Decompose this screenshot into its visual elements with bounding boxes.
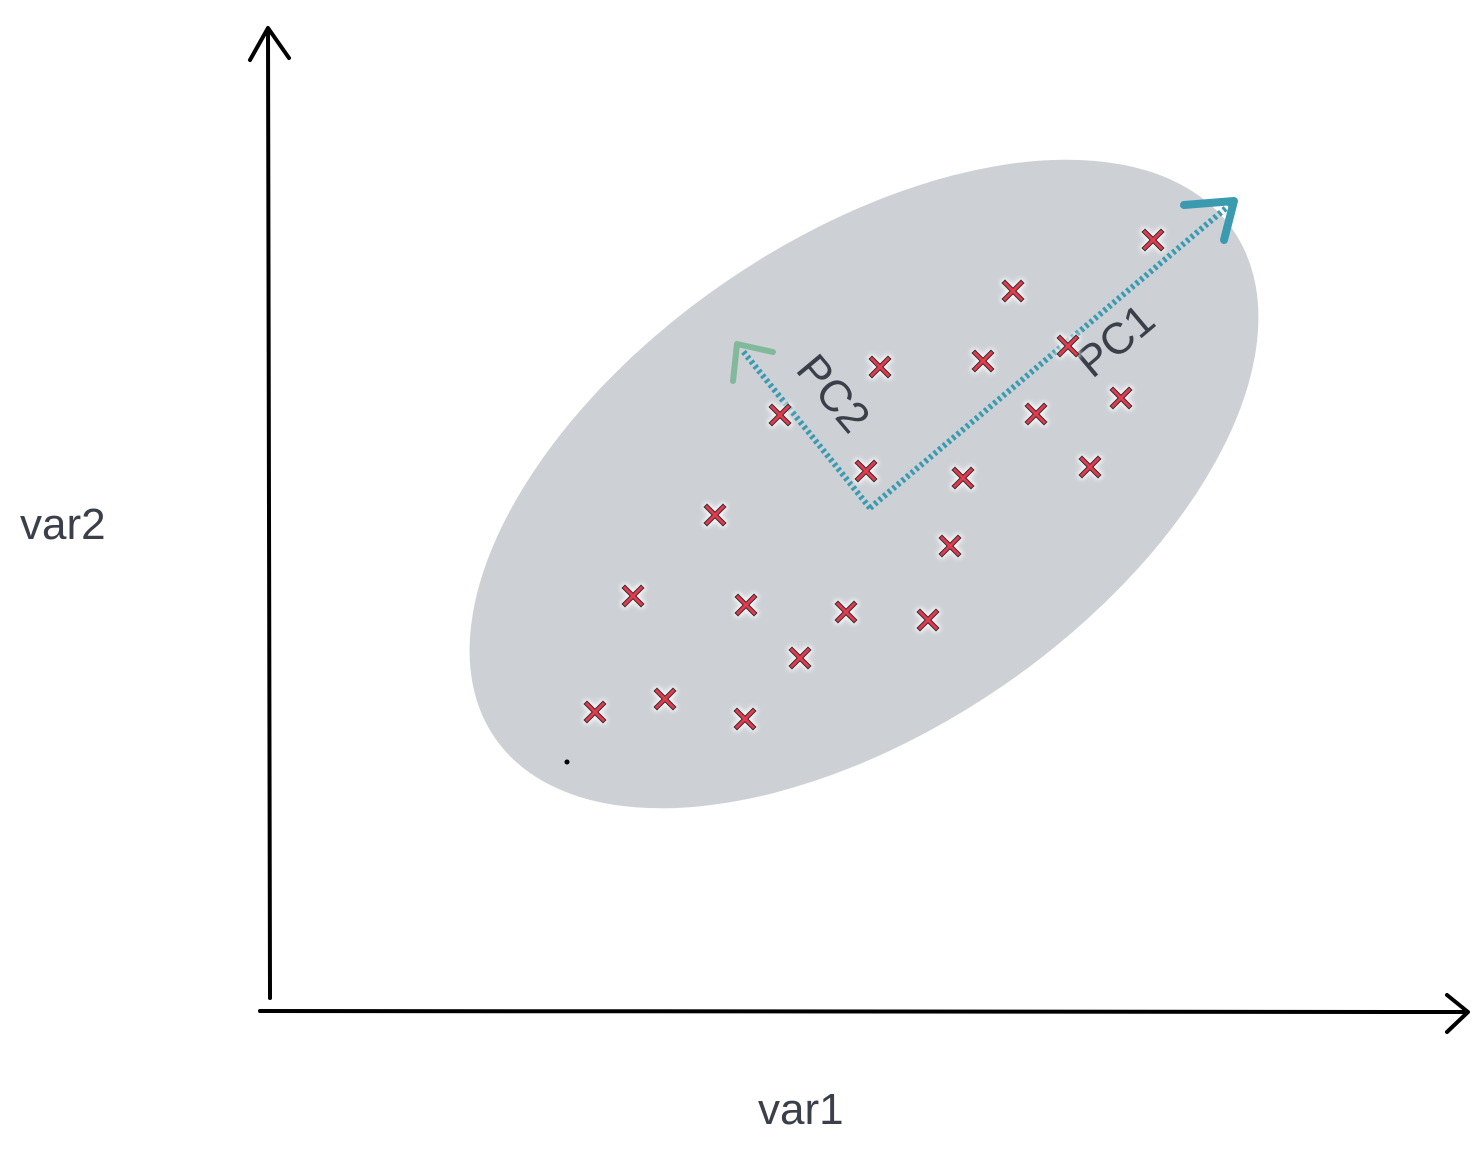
x-axis-label: var1 [758, 1085, 844, 1134]
y-axis-line [266, 28, 272, 1000]
data-point-marker [733, 592, 759, 618]
data-point-marker [937, 533, 963, 559]
y-axis-arrowhead [248, 26, 291, 62]
data-point-marker [853, 458, 879, 484]
data-point-marker [1055, 333, 1081, 359]
x-axis-line [258, 1009, 1469, 1014]
data-point-marker [867, 354, 893, 380]
y-axis-label: var2 [20, 500, 106, 549]
data-point-marker [1140, 227, 1166, 253]
data-point-marker [1023, 401, 1049, 427]
data-point-marker [732, 706, 758, 732]
stray-dot [564, 759, 570, 765]
data-point-marker [582, 699, 608, 725]
data-ellipse [469, 159, 1259, 809]
data-point-marker [833, 599, 859, 625]
data-point-marker [620, 583, 646, 609]
data-point-marker [1077, 454, 1103, 480]
data-point-marker [767, 402, 793, 428]
data-point-marker [702, 502, 728, 528]
data-point-marker [652, 686, 678, 712]
pc1-vector [868, 200, 1234, 511]
data-point-marker [787, 645, 813, 671]
data-point-marker [1000, 278, 1026, 304]
x-axis-arrowhead [1445, 993, 1470, 1034]
data-point-marker [970, 348, 996, 374]
data-points [582, 227, 1166, 732]
pc2-arrowhead [730, 341, 776, 384]
data-point-marker [1108, 385, 1134, 411]
data-point-marker [915, 607, 941, 633]
data-point-marker [950, 465, 976, 491]
pc2-vector [739, 348, 873, 510]
pc1-arrowhead [1180, 197, 1238, 244]
